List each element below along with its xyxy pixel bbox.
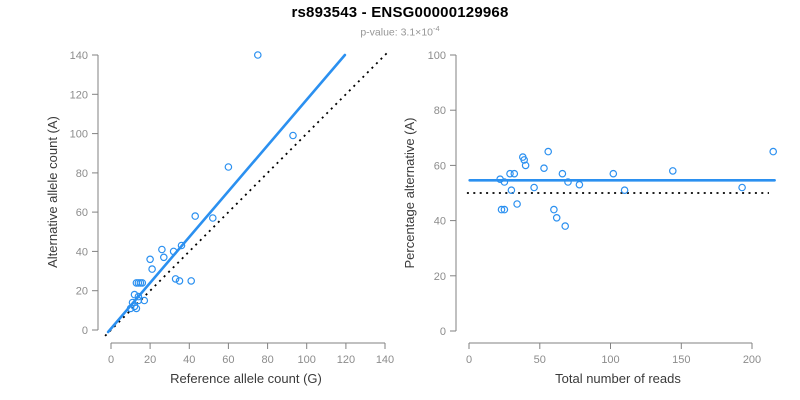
allele-counts-x-tick-label: 80 xyxy=(261,354,273,366)
percentage-vs-reads-data-point xyxy=(558,169,567,178)
percentage-vs-reads-data-point xyxy=(620,186,629,195)
percentage-vs-reads-y-axis-title: Percentage alternative (A) xyxy=(402,117,417,268)
allele-counts-x-tick-label: 140 xyxy=(376,354,394,366)
percentage-vs-reads-data-point xyxy=(510,169,519,178)
allele-counts-data-point xyxy=(130,290,139,299)
percentage-vs-reads-data-point xyxy=(507,186,516,195)
percentage-vs-reads-data-point xyxy=(530,183,538,192)
percentage-vs-reads-y-tick-label: 20 xyxy=(434,271,446,283)
plot-title: rs893543 - ENSG00000129968 xyxy=(291,4,509,21)
percentage-vs-reads-y-tick-label: 40 xyxy=(434,216,446,228)
allele-counts-data-point xyxy=(191,212,200,220)
percentage-vs-reads-data-point xyxy=(609,169,618,178)
percentage-vs-reads-data-point xyxy=(769,147,778,156)
allele-counts-x-axis-title: Reference allele count (G) xyxy=(170,371,322,386)
pvalue-text: p-value: 3.1×10 xyxy=(360,26,433,39)
allele-counts-y-tick-label: 120 xyxy=(70,89,88,101)
allele-counts-data-point xyxy=(169,247,178,256)
percentage-vs-reads-x-tick-label: 150 xyxy=(672,354,690,366)
allele-counts-x-tick-label: 0 xyxy=(108,354,114,366)
allele-counts-data-point xyxy=(138,279,147,287)
percentage-vs-reads-data-point xyxy=(550,205,558,214)
percentage-vs-reads-data-point xyxy=(552,214,561,222)
allele-counts-data-point xyxy=(160,253,168,262)
allele-counts-data-point xyxy=(209,214,217,222)
allele-counts-y-axis-title: Alternative allele count (A) xyxy=(45,116,60,268)
allele-counts-data-point xyxy=(146,255,154,264)
allele-counts-data-point xyxy=(187,277,196,285)
allele-counts-y-tick-label: 0 xyxy=(82,325,88,337)
allele-counts-x-tick-label: 60 xyxy=(222,354,234,366)
percentage-vs-reads-x-tick-label: 0 xyxy=(466,354,472,366)
percentage-vs-reads-y-tick-label: 80 xyxy=(434,105,446,117)
percentage-vs-reads-x-tick-label: 50 xyxy=(534,354,546,366)
percentage-vs-reads-x-tick-label: 200 xyxy=(743,354,761,366)
allele-counts-data-point xyxy=(177,241,186,250)
percentage-vs-reads-data-point xyxy=(506,169,514,178)
allele-counts-fit-line xyxy=(106,53,347,334)
percentage-vs-reads-data-point xyxy=(544,147,553,156)
percentage-vs-reads-y-tick-label: 100 xyxy=(428,50,446,62)
percentage-vs-reads-x-tick-label: 100 xyxy=(601,354,619,366)
allele-counts-y-tick-label: 60 xyxy=(76,207,88,219)
allele-counts-x-tick-label: 100 xyxy=(298,354,316,366)
allele-counts-data-point xyxy=(253,51,262,59)
percentage-vs-reads-data-point xyxy=(521,161,530,170)
allele-counts-x-tick-label: 120 xyxy=(337,354,355,366)
percentage-vs-reads-x-axis-title: Total number of reads xyxy=(555,371,681,386)
allele-counts-data-point xyxy=(175,277,184,285)
percentage-vs-reads-data-point xyxy=(668,167,677,175)
allele-counts-data-point xyxy=(148,265,156,273)
allele-counts-data-point xyxy=(132,304,141,313)
percentage-vs-reads-data-point xyxy=(738,183,746,192)
allele-counts-data-point xyxy=(126,304,135,313)
allele-counts-y-tick-label: 40 xyxy=(76,246,88,258)
allele-counts-y-tick-label: 140 xyxy=(70,50,88,62)
allele-counts-data-point xyxy=(171,275,180,283)
allele-counts-data-point xyxy=(224,163,233,171)
percentage-vs-reads-data-point xyxy=(518,153,527,161)
plot-subtitle: p-value: 3.1×10-4 xyxy=(0,24,800,39)
allele-counts-data-point xyxy=(134,292,143,301)
allele-counts-data-point xyxy=(158,245,166,254)
allele-counts-y-tick-label: 20 xyxy=(76,286,88,298)
percentage-vs-reads-data-point xyxy=(540,164,548,173)
allele-counts-reference-line xyxy=(104,50,390,337)
percentage-vs-reads-data-point xyxy=(561,222,570,230)
percentage-vs-reads-y-tick-label: 0 xyxy=(440,326,446,338)
allele-counts-x-tick-label: 20 xyxy=(144,354,156,366)
allele-counts-data-point xyxy=(130,302,139,311)
percentage-vs-reads-data-point xyxy=(564,178,572,186)
percentage-vs-reads-data-point xyxy=(575,180,584,189)
allele-counts-x-tick-label: 40 xyxy=(183,354,195,366)
percentage-vs-reads-data-point xyxy=(496,175,504,184)
percentage-vs-reads-data-point xyxy=(513,200,521,208)
allele-counts-data-point xyxy=(140,296,149,305)
allele-counts-y-tick-label: 100 xyxy=(70,129,88,141)
allele-counts-y-tick-label: 80 xyxy=(76,168,88,180)
percentage-vs-reads-y-tick-label: 60 xyxy=(434,160,446,172)
percentage-vs-reads-data-point xyxy=(500,205,509,214)
percentage-vs-reads-data-point xyxy=(497,205,506,214)
allele-counts-data-point xyxy=(289,131,297,140)
pvalue-exponent: -4 xyxy=(433,24,440,33)
